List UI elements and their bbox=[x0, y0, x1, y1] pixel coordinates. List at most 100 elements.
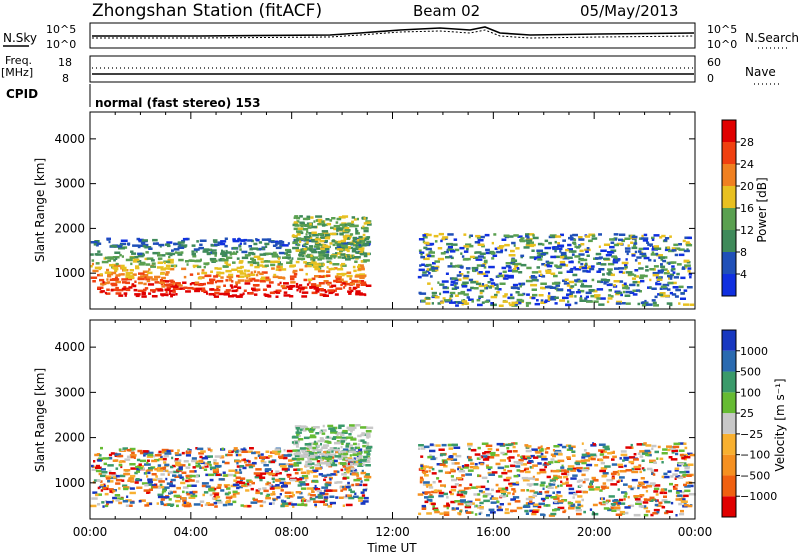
velocity-scatter-cell bbox=[491, 471, 498, 474]
velocity-scatter-cell bbox=[298, 434, 301, 438]
power-scatter-cell bbox=[418, 291, 422, 295]
velocity-scatter-cell bbox=[664, 500, 671, 504]
velocity-scatter-cell bbox=[240, 448, 244, 451]
velocity-scatter-cell bbox=[349, 444, 353, 447]
power-scatter-cell bbox=[150, 265, 156, 268]
power-scatter-cell bbox=[318, 263, 322, 266]
power-scatter-cell bbox=[240, 239, 246, 242]
velocity-scatter-cell bbox=[457, 491, 460, 494]
power-scatter-cell bbox=[331, 239, 336, 243]
velocity-scatter-cell bbox=[201, 484, 207, 488]
velocity-scatter-cell bbox=[477, 493, 481, 496]
power-scatter-cell bbox=[434, 260, 440, 263]
velocity-scatter-cell bbox=[178, 474, 183, 477]
power-scatter-cell bbox=[125, 288, 131, 292]
power-scatter-cell bbox=[540, 273, 543, 276]
power-scatter-cell bbox=[299, 215, 303, 218]
velocity-scatter-cell bbox=[679, 453, 684, 457]
velocity-scatter-cell bbox=[145, 469, 148, 473]
power-scatter-cell bbox=[483, 259, 488, 263]
power-scatter-cell bbox=[554, 255, 560, 259]
power-scatter-cell bbox=[217, 241, 223, 244]
velocity-scatter-cell bbox=[203, 491, 209, 494]
velocity-scatter-cell bbox=[330, 453, 337, 456]
power-scatter-cell bbox=[420, 255, 425, 259]
power-scatter-cell bbox=[359, 276, 365, 280]
velocity-scatter-cell bbox=[671, 451, 675, 454]
power-scatter-cell bbox=[201, 271, 208, 275]
velocity-scatter-cell bbox=[336, 440, 340, 443]
power-scatter-cell bbox=[620, 293, 623, 297]
velocity-scatter-cell bbox=[185, 479, 190, 483]
velocity-scatter-cell bbox=[550, 458, 555, 461]
power-scatter-cell bbox=[142, 244, 147, 248]
power-scatter-cell bbox=[228, 273, 234, 277]
power-scatter-cell bbox=[129, 275, 134, 278]
power-scatter-cell bbox=[206, 252, 211, 256]
power-scatter-cell bbox=[128, 276, 135, 279]
power-scatter-cell bbox=[225, 289, 231, 292]
power-scatter-cell bbox=[326, 231, 329, 235]
power-scatter-cell bbox=[315, 290, 320, 293]
power-scatter-cell bbox=[296, 216, 301, 220]
velocity-scatter-cell bbox=[353, 463, 361, 466]
power-scatter-cell bbox=[478, 295, 484, 298]
velocity-scatter-cell bbox=[353, 442, 357, 446]
power-scatter-cell bbox=[362, 225, 365, 228]
power-scatter-cell bbox=[351, 216, 356, 219]
velocity-scatter-cell bbox=[340, 489, 344, 492]
power-scatter-cell bbox=[526, 236, 530, 239]
velocity-scatter-cell bbox=[105, 477, 111, 480]
velocity-scatter-cell bbox=[158, 457, 164, 461]
power-scatter-cell bbox=[568, 260, 574, 264]
velocity-scatter-cell bbox=[320, 443, 322, 446]
velocity-colorbar-tick-label: 1000 bbox=[740, 345, 768, 358]
velocity-scatter-cell bbox=[364, 478, 370, 482]
power-scatter-cell bbox=[610, 295, 614, 298]
power-scatter-cell bbox=[114, 264, 121, 268]
power-scatter-cell bbox=[513, 234, 519, 237]
velocity-scatter-cell bbox=[195, 465, 201, 468]
velocity-scatter-cell bbox=[283, 449, 286, 452]
power-scatter-cell bbox=[659, 287, 663, 290]
velocity-scatter-cell bbox=[360, 433, 365, 437]
velocity-scatter-cell bbox=[608, 495, 615, 498]
power-scatter-cell bbox=[268, 281, 274, 284]
velocity-scatter-cell bbox=[316, 460, 321, 463]
power-scatter-cell bbox=[596, 297, 601, 300]
velocity-scatter-cell bbox=[363, 455, 368, 459]
velocity-scatter-cell bbox=[163, 503, 169, 507]
power-scatter-cell bbox=[301, 295, 308, 298]
velocity-scatter-cell bbox=[483, 499, 490, 503]
power-scatter-cell bbox=[230, 286, 234, 289]
velocity-colorbar-frame bbox=[721, 329, 737, 518]
power-scatter-cell bbox=[326, 260, 332, 263]
power-scatter-cell bbox=[607, 297, 613, 300]
power-scatter-cell bbox=[165, 264, 171, 268]
power-scatter-cell bbox=[165, 290, 168, 294]
power-scatter-cell bbox=[508, 274, 514, 278]
velocity-scatter-cell bbox=[210, 449, 213, 452]
velocity-scatter-cell bbox=[568, 507, 575, 510]
velocity-scatter-cell bbox=[674, 477, 677, 480]
velocity-scatter-cell bbox=[631, 467, 635, 471]
power-scatter-cell bbox=[504, 293, 508, 296]
velocity-scatter-cell bbox=[272, 498, 276, 502]
velocity-scatter-cell bbox=[358, 463, 364, 466]
velocity-scatter-cell bbox=[321, 446, 324, 449]
velocity-scatter-cell bbox=[102, 505, 105, 508]
velocity-scatter-cell bbox=[453, 446, 461, 449]
velocity-scatter-cell bbox=[590, 457, 596, 461]
power-scatter-cell bbox=[499, 245, 505, 248]
power-scatter-cell bbox=[357, 265, 362, 269]
power-scatter-cell bbox=[299, 284, 303, 287]
power-scatter-cell bbox=[209, 288, 214, 291]
velocity-scatter-cell bbox=[489, 456, 495, 459]
power-scatter-cell bbox=[99, 273, 103, 276]
power-scatter-cell bbox=[275, 243, 278, 246]
velocity-scatter-cell bbox=[128, 477, 135, 480]
power-scatter-cell bbox=[457, 292, 465, 295]
power-scatter-cell bbox=[145, 277, 151, 281]
velocity-scatter-cell bbox=[611, 476, 615, 480]
velocity-scatter-cell bbox=[181, 471, 187, 474]
